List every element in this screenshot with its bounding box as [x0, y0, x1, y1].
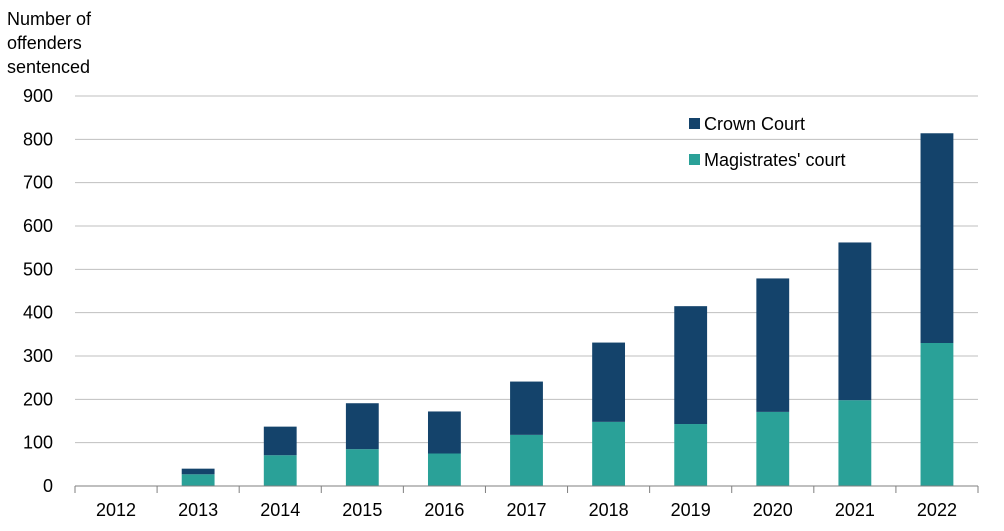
x-tick-label: 2015 [342, 500, 382, 520]
x-axis: 2012 2013 2014 2015 2016 2017 2018 2019 2020 2021… [74, 485, 979, 520]
x-tick-label: 2014 [260, 500, 300, 520]
y-tick-label: 0 [43, 476, 53, 496]
x-tick-label: 2019 [671, 500, 711, 520]
legend-label: Magistrates' court [704, 150, 846, 170]
bar-segment [756, 278, 790, 412]
bar-segment [920, 343, 954, 486]
bar-segment [592, 421, 626, 486]
bar-segment [838, 400, 872, 486]
y-tick-label: 400 [23, 303, 53, 323]
bars [181, 133, 954, 486]
y-axis-label-line: Number of [7, 9, 92, 29]
y-axis-ticks: 0 100 200 300 400 500 600 700 800 900 [23, 86, 53, 496]
bar-segment [427, 411, 461, 454]
bar-segment [181, 474, 215, 486]
y-tick-label: 200 [23, 389, 53, 409]
y-tick-label: 600 [23, 216, 53, 236]
legend: Crown Court Magistrates' court [689, 114, 846, 170]
bar-segment [345, 449, 379, 486]
legend-swatch [689, 154, 700, 165]
x-tick-label: 2020 [753, 500, 793, 520]
legend-label: Crown Court [704, 114, 805, 134]
x-tick-label: 2012 [96, 500, 136, 520]
bar-segment [263, 455, 297, 486]
bar-segment [263, 426, 297, 456]
bar-segment [510, 381, 543, 435]
bar-segment [838, 242, 872, 401]
y-tick-label: 800 [23, 129, 53, 149]
y-axis-label: Number of offenders sentenced [7, 9, 92, 77]
y-axis-label-line: sentenced [7, 57, 90, 77]
bar-segment [181, 468, 215, 475]
bar-segment [592, 342, 626, 422]
bar-segment [920, 133, 954, 343]
x-tick-label: 2016 [424, 500, 464, 520]
y-tick-label: 700 [23, 173, 53, 193]
y-tick-label: 500 [23, 259, 53, 279]
y-tick-label: 900 [23, 86, 53, 106]
bar-segment [427, 453, 461, 486]
x-tick-label: 2021 [835, 500, 875, 520]
y-tick-label: 300 [23, 346, 53, 366]
x-tick-label: 2017 [506, 500, 546, 520]
bar-segment [756, 411, 790, 486]
bar-segment [345, 403, 379, 450]
x-tick-label: 2013 [178, 500, 218, 520]
bar-segment [674, 424, 708, 486]
y-tick-label: 100 [23, 433, 53, 453]
y-axis-label-line: offenders [7, 33, 82, 53]
x-tick-label: 2022 [917, 500, 957, 520]
bar-segment [674, 306, 708, 425]
legend-swatch [689, 118, 700, 129]
gridlines [75, 95, 978, 444]
bar-segment [510, 434, 543, 486]
x-tick-label: 2018 [589, 500, 629, 520]
